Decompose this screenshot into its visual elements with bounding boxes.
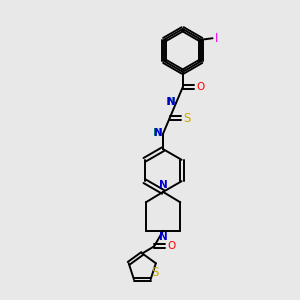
Text: N: N <box>167 97 176 107</box>
Text: H: H <box>166 97 174 107</box>
Text: S: S <box>151 266 158 279</box>
Text: S: S <box>184 112 191 125</box>
Text: N: N <box>159 179 167 190</box>
Text: O: O <box>196 82 205 92</box>
Text: N: N <box>154 128 163 138</box>
Text: O: O <box>168 241 176 251</box>
Text: I: I <box>214 32 218 45</box>
Text: H: H <box>153 128 161 138</box>
Text: N: N <box>159 232 167 242</box>
